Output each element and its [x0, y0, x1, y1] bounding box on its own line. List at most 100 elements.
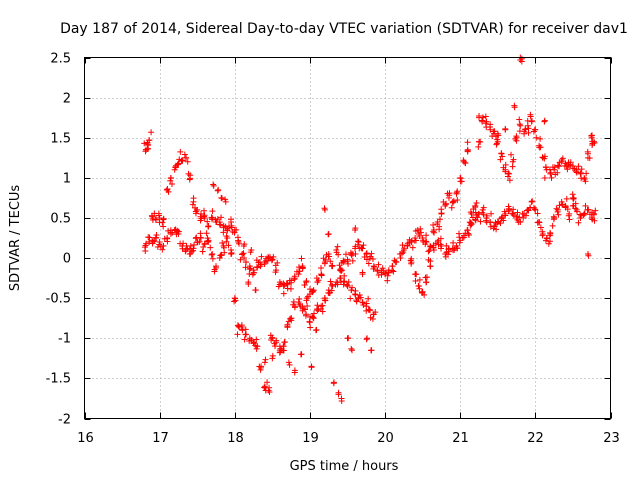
data-point: [493, 221, 500, 228]
data-point: [223, 233, 230, 240]
data-point: [190, 195, 197, 202]
data-point: [353, 298, 360, 305]
data-point: [569, 162, 576, 169]
data-point: [578, 166, 585, 173]
data-point: [310, 288, 317, 295]
data-point: [200, 213, 207, 220]
plot-frame: [84, 57, 611, 419]
data-point: [160, 223, 167, 230]
data-point: [204, 235, 211, 242]
x-tick-label: 23: [603, 431, 620, 446]
data-point: [246, 270, 253, 277]
data-point: [365, 260, 372, 267]
data-point: [207, 244, 214, 251]
data-point: [188, 248, 195, 255]
data-point: [460, 234, 467, 241]
data-point: [416, 276, 423, 283]
data-point: [318, 271, 325, 278]
data-point: [458, 178, 465, 185]
data-point: [537, 135, 544, 142]
data-point: [582, 202, 589, 209]
data-point: [495, 132, 502, 139]
data-point: [438, 206, 445, 213]
data-point: [475, 143, 482, 150]
data-point: [456, 230, 463, 237]
data-point: [286, 361, 293, 368]
data-point: [160, 242, 167, 249]
data-point: [547, 169, 554, 176]
data-point: [185, 170, 192, 177]
data-point: [327, 258, 334, 265]
data-point: [559, 155, 566, 162]
data-point: [245, 280, 252, 287]
x-tick-label: 16: [77, 431, 94, 446]
data-point: [472, 217, 479, 224]
data-point: [343, 251, 350, 258]
y-tick-label: 2: [63, 92, 71, 107]
data-point: [347, 295, 354, 302]
data-point: [219, 240, 226, 246]
data-point: [397, 255, 404, 262]
data-point: [453, 189, 460, 196]
data-point: [298, 351, 305, 358]
data-point: [218, 214, 225, 221]
data-point: [181, 151, 188, 158]
data-point: [554, 169, 561, 176]
data-point: [262, 356, 269, 363]
data-point: [440, 199, 447, 206]
data-point: [502, 168, 509, 175]
data-point: [231, 298, 238, 305]
data-point: [591, 217, 598, 224]
data-point: [448, 204, 455, 211]
data-point: [274, 259, 281, 266]
data-point: [234, 331, 241, 338]
data-point: [506, 205, 513, 212]
data-point: [436, 226, 443, 233]
data-point: [283, 280, 290, 287]
data-point: [549, 164, 556, 171]
y-tick-label: 2.5: [50, 52, 71, 67]
data-point: [145, 142, 152, 149]
data-point: [222, 196, 229, 203]
data-point: [541, 174, 548, 181]
data-point: [229, 228, 236, 235]
data-point: [189, 201, 196, 208]
data-point: [253, 257, 260, 264]
data-point: [174, 227, 181, 234]
data-point: [327, 278, 334, 285]
data-point: [563, 195, 570, 202]
data-point: [454, 245, 461, 252]
data-point: [566, 216, 573, 223]
data-point: [450, 239, 457, 246]
data-point: [177, 148, 184, 155]
data-points: [141, 54, 599, 404]
data-point: [530, 204, 537, 211]
data-point: [152, 234, 159, 241]
data-point: [164, 186, 171, 193]
data-point: [208, 251, 215, 258]
x-tick-label: 21: [452, 431, 469, 446]
data-point: [554, 208, 561, 215]
data-point: [564, 166, 571, 173]
data-point: [575, 219, 582, 226]
data-point: [506, 170, 513, 177]
data-point: [233, 226, 240, 233]
data-point: [309, 313, 316, 320]
data-point: [313, 275, 320, 282]
data-point: [380, 267, 387, 274]
data-point: [242, 264, 249, 271]
data-point: [416, 233, 423, 240]
data-point: [586, 155, 593, 162]
data-point: [354, 238, 361, 245]
data-point: [290, 301, 297, 308]
data-point: [325, 231, 332, 238]
data-point: [412, 277, 419, 284]
data-point: [525, 129, 532, 136]
data-point: [323, 251, 330, 258]
data-point: [570, 196, 577, 203]
data-point: [167, 177, 174, 184]
data-point: [480, 204, 487, 211]
data-point: [583, 170, 590, 177]
data-point: [406, 236, 413, 243]
data-point: [304, 303, 311, 310]
